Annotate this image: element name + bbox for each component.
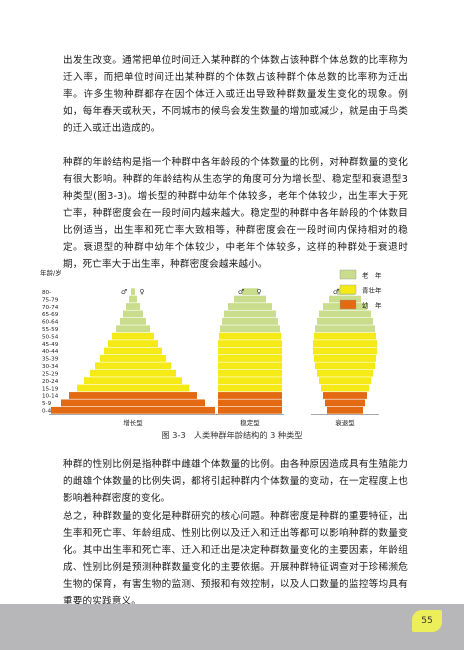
pyramid-label: 衰退型 [335,418,355,427]
legend-swatch [339,299,357,310]
pyramid-label: 增长型 [123,418,143,427]
pyramid-bar [234,295,266,303]
pyramid-bar [228,303,272,310]
age-label: 35-39 [42,357,59,363]
male-symbol: ♂ [333,288,339,296]
pyramid-bar [315,325,375,333]
pyramid-bar [329,295,361,303]
male-symbol: ♂ [238,288,244,296]
pyramid-bar [313,347,377,355]
pyramid-bar [131,288,135,296]
age-label: 25-29 [42,371,59,377]
pyramid-bar [123,310,143,318]
legend-label: 幼 年 [362,301,382,310]
pyramid-bar [77,384,189,392]
age-label: 30-34 [42,364,59,370]
age-label: 5-9 [42,401,52,407]
female-symbol: ♀ [139,288,144,296]
pyramid-bar [319,310,371,318]
pyramid-bar [317,369,373,377]
age-label: 20-24 [42,379,59,385]
page-footer-band [0,604,464,650]
pyramid-bar [220,325,280,333]
age-label: 50-54 [42,334,59,340]
pyramid-bar [120,317,146,325]
pyramid-bar [317,317,373,325]
pyramid-2: ♂ ♀ 稳定型 [216,288,284,427]
pyramid-bar [84,377,182,385]
pyramid-bar [218,377,282,385]
figure-caption: 图 3-3 人类种群年龄结构的 3 种类型 [161,430,303,440]
age-label: 60-64 [42,320,59,326]
pyramid-bar [100,355,166,362]
age-label: 70-74 [42,305,59,311]
female-symbol: ♀ [256,288,261,296]
pyramid-bar [218,384,282,392]
pyramid-bar [218,369,282,377]
pyramid-bar [90,369,176,377]
pyramid-bar [218,362,282,370]
paragraph-sex-ratio: 种群的性别比例是指种群中雌雄个体数量的比例。由各种原因造成具有生殖能力的雌雄个体… [63,459,408,504]
pyramid-bar [327,406,363,414]
age-label: 15-19 [42,386,59,392]
paragraph-migration: 出发生改变。通常把单位时间迁入某种群的个体数占该种群个体总数的比率称为迁入率，而… [63,55,408,134]
paragraph-age-structure: 种群的年龄结构是指一个种群中各年龄段的个体数量的比例，对种群数量的变化有很大影响… [63,157,408,270]
pyramid-bar [104,347,162,355]
male-symbol: ♂ [121,288,127,296]
pyramid-1: ♂ ♀ 增长型 [49,288,217,427]
pyramid-bar [242,288,258,296]
pyramid-bar [323,392,367,399]
age-label: 75-79 [42,297,59,303]
pyramid-bar [319,377,371,385]
pyramid-bar [224,310,276,318]
age-label: 40-44 [42,349,59,355]
age-label: 80- [42,290,51,296]
pyramid-bar [315,362,375,370]
age-label: 0-4 [42,409,52,415]
pyramid-bar [219,332,281,340]
paragraph-summary: 总之，种群数量的变化是种群研究的核心问题。种群密度是种群的重要特征，出生率和死亡… [63,511,408,607]
pyramid-bar [61,399,205,407]
age-label: 45-49 [42,342,59,348]
pyramid-bar [218,355,282,362]
legend-label: 青壮年 [362,286,382,295]
page-number: 55 [412,610,442,632]
pyramid-bar [129,295,137,303]
age-label: 65-69 [42,312,59,318]
pyramid-bar [222,317,278,325]
legend-label: 老 年 [362,271,382,280]
pyramid-bar [218,399,282,407]
pyramid-bar [51,406,215,414]
pyramid-bar [218,340,282,347]
age-label: 55-59 [42,327,59,333]
pyramid-bar [314,355,376,362]
pyramid-bar [69,392,197,399]
age-label: 10-14 [42,394,59,400]
pyramid-bar [218,392,282,399]
y-axis-label: 年龄/岁 [40,268,62,277]
pyramid-label: 稳定型 [240,418,260,427]
pyramids: ♂♀增长型♂♀稳定型♂♀衰退型 [49,288,379,427]
pyramid-bar [325,399,365,407]
pyramid-bar [313,340,377,347]
pyramid-bar [108,340,158,347]
pyramid-bar [321,384,369,392]
pyramid-bar [218,406,282,414]
pyramid-bar [112,332,154,340]
pyramid-bar [95,362,171,370]
pyramid-bar [314,332,376,340]
pyramid-bar [116,325,150,333]
legend-swatch [339,284,357,295]
pyramid-bar [218,347,282,355]
pyramid-bar [126,303,140,310]
legend-swatch [339,269,357,280]
